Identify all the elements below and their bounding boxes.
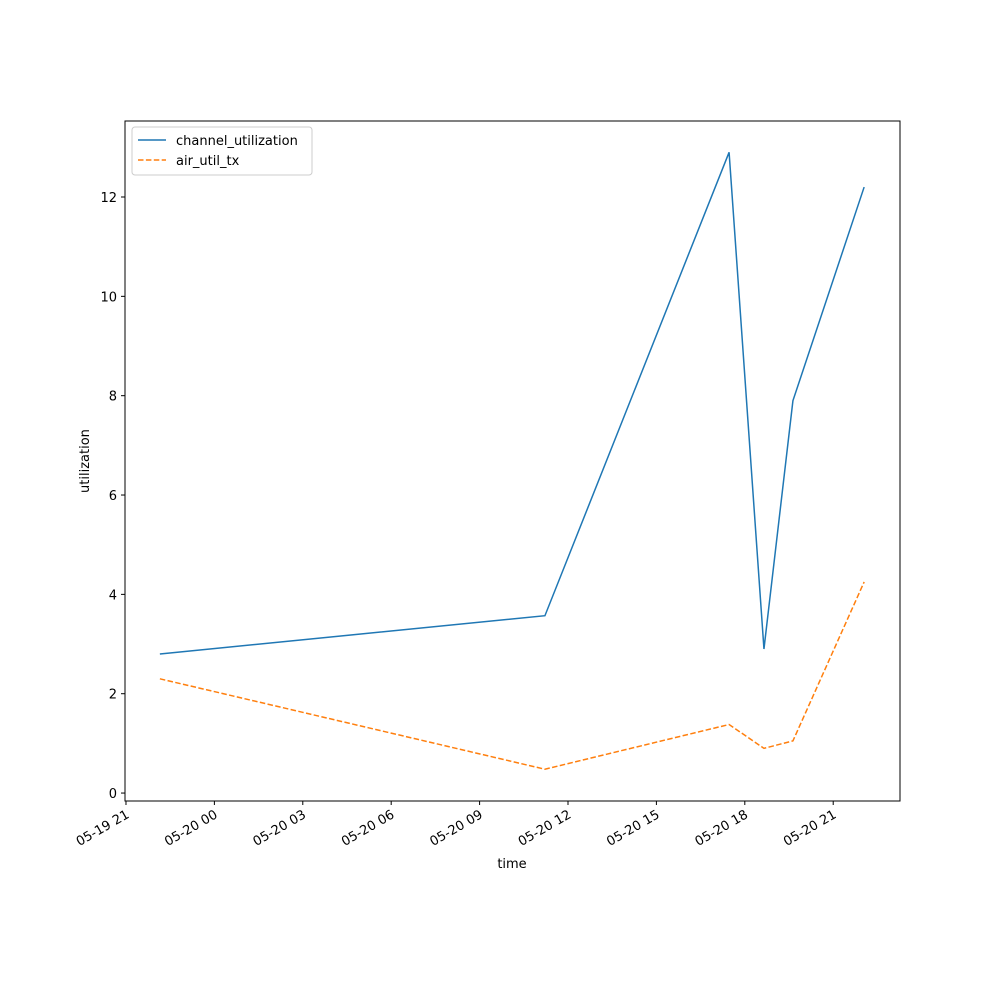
y-tick-label: 2 xyxy=(109,688,117,703)
y-tick-label: 4 xyxy=(109,588,117,603)
y-tick-label: 0 xyxy=(109,787,117,802)
series-line xyxy=(159,152,865,655)
plot-frame xyxy=(124,120,901,802)
y-tick-label: 10 xyxy=(100,290,117,305)
legend-box xyxy=(131,126,313,176)
legend-label: air_util_tx xyxy=(176,154,240,169)
x-axis-label: time xyxy=(497,857,526,872)
y-tick-label: 8 xyxy=(109,390,117,405)
y-tick-label: 6 xyxy=(109,489,117,504)
y-axis-label: utilization xyxy=(78,429,93,493)
legend-label: channel_utilization xyxy=(176,134,298,149)
y-tick-label: 12 xyxy=(100,191,117,206)
